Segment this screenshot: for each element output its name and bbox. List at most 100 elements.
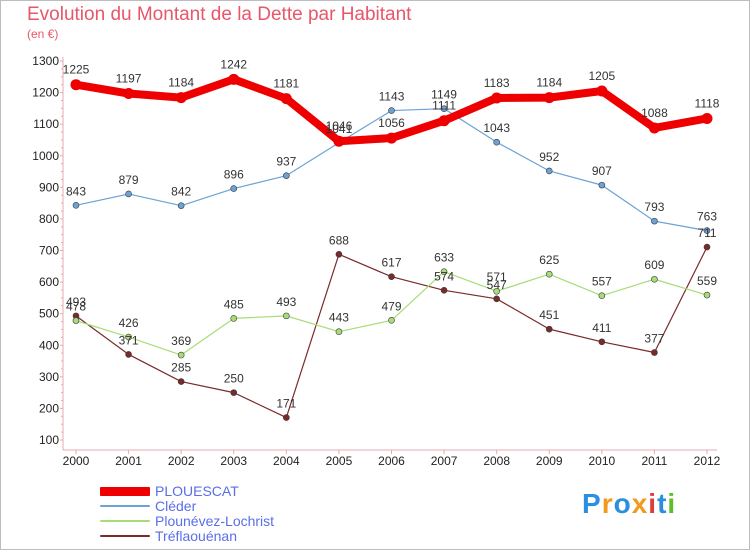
data-label-plounevez-lochrist: 426 bbox=[119, 316, 139, 330]
point-treflaouenan bbox=[125, 351, 132, 358]
y-tick-label: 1000 bbox=[32, 149, 59, 163]
data-label-treflaouenan: 377 bbox=[644, 332, 664, 346]
data-label-plounevez-lochrist: 609 bbox=[644, 258, 664, 272]
data-label-treflaouenan: 574 bbox=[434, 269, 454, 283]
proxiti-logo: Proxiti bbox=[582, 488, 676, 520]
y-tick-label: 1300 bbox=[32, 54, 59, 68]
data-label-treflaouenan: 493 bbox=[66, 295, 86, 309]
point-plounevez-lochrist bbox=[283, 312, 290, 320]
point-cleder bbox=[283, 172, 290, 179]
point-plounevez-lochrist bbox=[651, 275, 658, 283]
point-treflaouenan bbox=[283, 414, 290, 421]
x-tick-label: 2006 bbox=[378, 454, 405, 468]
data-label-plounevez-lochrist: 571 bbox=[487, 270, 507, 284]
data-label-cleder: 879 bbox=[119, 173, 139, 187]
x-tick-label: 2003 bbox=[220, 454, 247, 468]
data-label-treflaouenan: 411 bbox=[592, 321, 611, 335]
x-tick-label: 2005 bbox=[326, 454, 353, 468]
point-cleder bbox=[703, 227, 711, 234]
unit-label: (en €) bbox=[27, 27, 59, 41]
data-label-plouescat: 1183 bbox=[484, 76, 510, 90]
data-label-treflaouenan: 547 bbox=[487, 278, 507, 292]
point-cleder bbox=[545, 167, 553, 175]
point-plounevez-lochrist bbox=[230, 315, 238, 322]
data-label-plounevez-lochrist: 479 bbox=[381, 299, 401, 313]
data-label-plouescat: 1056 bbox=[378, 116, 405, 130]
x-tick-label: 2009 bbox=[536, 454, 563, 468]
x-tick-label: 2010 bbox=[588, 454, 615, 468]
data-label-plouescat: 1205 bbox=[588, 69, 615, 83]
point-plouescat bbox=[648, 122, 660, 134]
point-plouescat bbox=[123, 88, 135, 100]
data-label-cleder: 907 bbox=[592, 164, 612, 178]
y-tick-label: 900 bbox=[39, 180, 59, 194]
point-plounevez-lochrist bbox=[177, 351, 185, 359]
logo-letter: i bbox=[667, 488, 677, 519]
point-treflaouenan bbox=[177, 378, 185, 385]
point-plouescat bbox=[386, 132, 397, 144]
legend-swatch-plouescat bbox=[100, 487, 150, 496]
point-plouescat bbox=[491, 92, 503, 104]
point-plounevez-lochrist bbox=[125, 333, 132, 341]
point-plounevez-lochrist bbox=[493, 287, 500, 295]
data-label-plouescat: 1197 bbox=[116, 72, 142, 86]
y-tick-label: 400 bbox=[39, 338, 59, 352]
data-label-plounevez-lochrist: 443 bbox=[329, 311, 349, 325]
x-tick-label: 2008 bbox=[483, 454, 510, 468]
data-label-plouescat: 1111 bbox=[432, 99, 456, 113]
data-label-treflaouenan: 371 bbox=[119, 333, 139, 347]
point-treflaouenan bbox=[545, 325, 553, 333]
data-label-cleder: 1041 bbox=[326, 122, 353, 136]
data-label-cleder: 842 bbox=[171, 185, 191, 199]
y-tick-label: 200 bbox=[39, 401, 59, 415]
point-cleder bbox=[493, 138, 500, 146]
point-treflaouenan bbox=[388, 273, 395, 281]
data-label-plounevez-lochrist: 485 bbox=[224, 297, 244, 311]
x-tick-label: 2004 bbox=[273, 454, 300, 468]
data-label-cleder: 896 bbox=[224, 168, 244, 182]
point-plouescat bbox=[70, 79, 82, 91]
logo-letter: t bbox=[657, 488, 668, 519]
point-plounevez-lochrist bbox=[440, 268, 448, 275]
x-tick-label: 2001 bbox=[115, 454, 142, 468]
data-label-treflaouenan: 711 bbox=[697, 226, 716, 240]
data-label-plouescat: 1225 bbox=[63, 63, 90, 77]
x-tick-label: 2000 bbox=[63, 454, 90, 468]
data-label-treflaouenan: 171 bbox=[276, 397, 296, 411]
data-label-plouescat: 1242 bbox=[220, 57, 247, 71]
point-plounevez-lochrist bbox=[545, 270, 553, 278]
point-treflaouenan bbox=[335, 250, 343, 258]
point-plouescat bbox=[543, 92, 555, 104]
point-plouescat bbox=[596, 85, 608, 97]
legend-label-plounevez-lochrist: Plounévez-Lochrist bbox=[155, 513, 275, 529]
point-plounevez-lochrist bbox=[703, 291, 711, 299]
logo-letter: x bbox=[631, 488, 649, 519]
legend-swatch-treflaouenan bbox=[100, 535, 150, 537]
data-label-plounevez-lochrist: 493 bbox=[276, 295, 296, 309]
legend-label-plouescat: PLOUESCAT bbox=[155, 483, 239, 499]
point-treflaouenan bbox=[230, 389, 238, 396]
x-tick-label: 2012 bbox=[694, 454, 721, 468]
data-label-cleder: 937 bbox=[276, 155, 296, 169]
point-cleder bbox=[651, 217, 658, 225]
data-label-treflaouenan: 617 bbox=[381, 256, 401, 270]
y-tick-label: 600 bbox=[39, 275, 59, 289]
y-tick-label: 800 bbox=[39, 212, 59, 226]
point-plouescat bbox=[175, 92, 187, 104]
logo-letter: i bbox=[648, 488, 658, 519]
legend-swatch-cleder bbox=[100, 505, 150, 507]
data-label-treflaouenan: 285 bbox=[171, 361, 191, 375]
point-treflaouenan bbox=[651, 349, 658, 356]
data-label-cleder: 1149 bbox=[431, 88, 457, 102]
series-line-treflaouenan bbox=[75, 246, 708, 419]
x-tick-label: 2002 bbox=[168, 454, 195, 468]
chart-title: Evolution du Montant de la Dette par Hab… bbox=[27, 4, 412, 25]
point-cleder bbox=[598, 181, 606, 189]
point-treflaouenan bbox=[703, 243, 711, 251]
data-label-plouescat: 1181 bbox=[273, 77, 299, 91]
point-plouescat bbox=[701, 112, 713, 124]
data-label-cleder: 763 bbox=[697, 210, 717, 224]
y-tick-label: 100 bbox=[39, 433, 59, 447]
y-tick-label: 500 bbox=[39, 307, 59, 321]
